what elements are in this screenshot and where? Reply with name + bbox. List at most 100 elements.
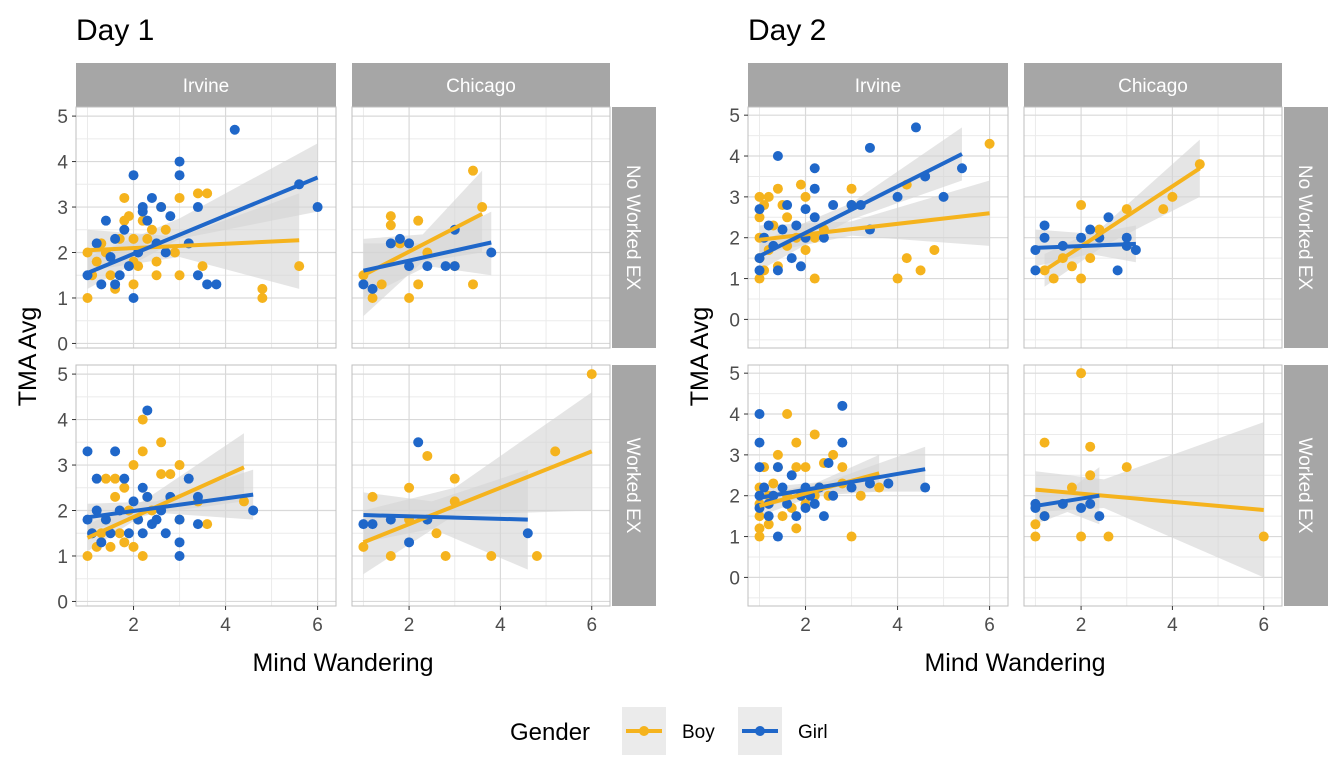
data-point-boy: [91, 256, 102, 267]
data-point-boy: [1085, 253, 1096, 264]
data-point-boy: [128, 541, 139, 552]
data-point-girl: [763, 511, 774, 522]
data-point-girl: [91, 473, 102, 484]
facet-strip-1: [352, 63, 610, 107]
data-point-boy: [477, 202, 488, 213]
y-tick-label: 2: [57, 502, 68, 523]
data-point-girl: [782, 498, 793, 509]
x-tick-label: 2: [128, 615, 139, 636]
facet-strip-label-0: Irvine: [855, 76, 901, 97]
data-point-girl: [174, 537, 185, 548]
x-tick-label: 6: [312, 615, 323, 636]
panel-border: [75, 106, 337, 349]
data-point-girl: [786, 253, 797, 264]
data-point-girl: [358, 279, 369, 290]
fit-line-boy: [362, 449, 593, 545]
data-point-girl: [1039, 511, 1050, 522]
data-point-girl: [1094, 511, 1105, 522]
data-point-girl: [754, 437, 765, 448]
data-point-girl: [128, 170, 139, 181]
data-point-boy: [791, 523, 802, 534]
row-strip-label-0: No Worked EX: [622, 165, 643, 291]
x-axis-title: Mind Wandering: [924, 649, 1105, 677]
data-point-boy: [1158, 204, 1169, 215]
data-point-boy: [385, 220, 396, 231]
data-point-girl: [160, 528, 171, 539]
data-point-boy: [1030, 519, 1041, 530]
data-point-girl: [800, 502, 811, 513]
panel-2: 0 1 2 3 4 5 2 4 6: [729, 364, 1009, 636]
data-point-boy: [1076, 368, 1087, 379]
data-point-boy: [376, 279, 387, 290]
data-point-girl: [105, 252, 116, 263]
data-point-girl: [846, 482, 857, 493]
facet-strip-label-0: Irvine: [183, 76, 229, 97]
data-point-girl: [1112, 265, 1123, 276]
data-point-boy: [754, 212, 765, 223]
data-point-boy: [795, 179, 806, 190]
fit-line-girl: [86, 175, 319, 275]
data-point-girl: [183, 473, 194, 484]
data-point-boy: [754, 511, 765, 522]
y-tick-label: 0: [729, 568, 740, 589]
row-strip-0: [1284, 107, 1328, 348]
panel-0: 0 1 2 3 4 5: [57, 106, 337, 355]
data-point-girl: [174, 514, 185, 525]
data-point-boy: [128, 233, 139, 244]
data-point-girl: [192, 491, 203, 502]
data-point-girl: [174, 550, 185, 561]
row-strip-1: [612, 365, 656, 606]
data-point-boy: [358, 541, 369, 552]
y-axis-title: TMA Avg: [686, 307, 714, 407]
data-point-boy: [1030, 531, 1041, 542]
data-point-boy: [294, 261, 305, 272]
data-point-girl: [754, 462, 765, 473]
y-tick-label: 1: [729, 528, 740, 549]
data-point-boy: [782, 409, 793, 420]
data-point-girl: [128, 292, 139, 303]
x-tick-label: 4: [220, 615, 231, 636]
data-point-boy: [137, 414, 148, 425]
data-point-boy: [531, 550, 542, 561]
data-point-girl: [772, 265, 783, 276]
fit-line-boy: [86, 465, 245, 540]
data-point-boy: [123, 211, 134, 222]
data-point-girl: [1085, 224, 1096, 235]
legend-title: Gender: [510, 719, 590, 746]
fit-line-girl: [1035, 493, 1100, 508]
data-point-boy: [772, 183, 783, 194]
data-point-girl: [128, 496, 139, 507]
y-tick-label: 4: [729, 405, 740, 426]
facet-strip-0: [748, 63, 1008, 107]
data-point-boy: [855, 490, 866, 501]
day-1-plot: Day 1 Irvine Chicago No Worked EX Worked EX 0…: [14, 14, 656, 677]
data-point-girl: [413, 437, 424, 448]
data-point-boy: [128, 279, 139, 290]
data-point-boy: [119, 192, 130, 203]
data-point-girl: [1030, 265, 1041, 276]
panel-border: [747, 364, 1009, 607]
data-point-girl: [367, 519, 378, 530]
data-point-girl: [91, 505, 102, 516]
data-point-girl: [828, 200, 839, 211]
fit-line-girl: [362, 240, 492, 273]
legend-label-girl: Girl: [798, 722, 828, 743]
data-point-boy: [800, 191, 811, 202]
data-point-girl: [119, 224, 130, 235]
y-tick-label: 3: [729, 446, 740, 467]
data-point-boy: [151, 256, 162, 267]
data-point-girl: [828, 490, 839, 501]
panel-1: [351, 106, 611, 349]
y-tick-label: 2: [729, 487, 740, 508]
panel-border: [1023, 364, 1283, 607]
data-point-boy: [809, 429, 820, 440]
data-point-girl: [1130, 244, 1141, 255]
data-point-girl: [394, 233, 405, 244]
data-point-boy: [763, 191, 774, 202]
x-tick-label: 6: [586, 615, 597, 636]
data-point-girl: [142, 491, 153, 502]
data-point-boy: [404, 482, 415, 493]
y-tick-label: 4: [57, 411, 68, 432]
data-point-boy: [238, 496, 249, 507]
fit-line-girl: [759, 467, 926, 500]
